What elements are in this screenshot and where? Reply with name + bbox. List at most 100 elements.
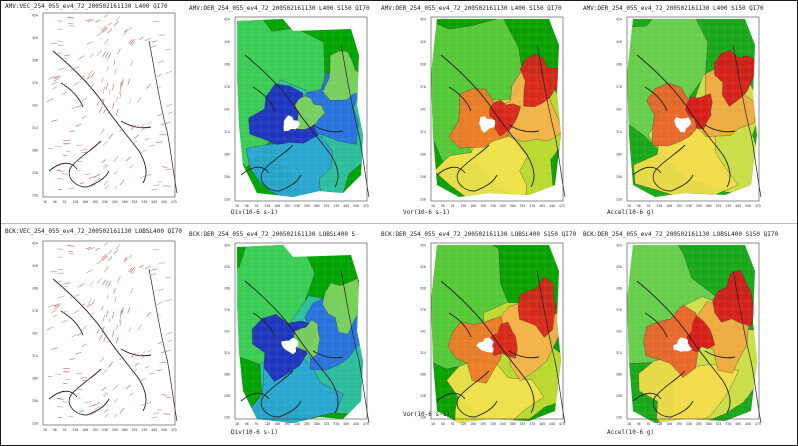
wind-vector-arrow — [75, 294, 80, 297]
x-tick-label: 370 — [333, 204, 339, 208]
wind-vector-arrow — [108, 133, 113, 140]
wind-vector-arrow — [113, 249, 119, 255]
y-tick-label: 370 — [224, 308, 230, 312]
x-tick-label: 126 — [461, 422, 467, 426]
wind-vector-arrow — [77, 285, 83, 288]
wind-vector-arrow — [101, 255, 108, 261]
wind-vector-arrow — [57, 256, 63, 258]
y-tick-label: 230 — [616, 198, 622, 202]
wind-vector-arrow — [112, 83, 114, 91]
wind-vector-arrow — [127, 78, 130, 86]
wind-vector-arrow — [81, 325, 88, 331]
x-tick-label: 91 — [647, 204, 651, 208]
wind-vector-arrow — [167, 340, 172, 342]
x-tick-label: 91 — [255, 204, 259, 208]
x-tick-label: 195 — [92, 200, 98, 204]
y-tick-label: 426 — [224, 40, 230, 44]
x-tick-label: 300 — [510, 204, 516, 208]
y-tick-label: 314 — [224, 130, 230, 134]
y-tick-label: 342 — [420, 108, 426, 112]
wind-vector-arrow — [103, 392, 109, 398]
x-tick-label: 160 — [274, 422, 280, 426]
wind-vector-arrow — [102, 140, 108, 146]
wind-vector-arrow — [147, 121, 152, 125]
y-tick-label: 342 — [32, 332, 38, 336]
wind-vector-arrow — [63, 54, 71, 57]
wind-vector-arrow — [109, 317, 111, 323]
wind-vector-arrow — [56, 169, 62, 172]
wind-vector-arrow — [116, 324, 118, 330]
y-tick-label: 426 — [224, 265, 230, 269]
x-tick-label: 300 — [510, 422, 516, 426]
wind-vector-arrow — [69, 130, 75, 132]
wind-vector-arrow — [165, 298, 173, 302]
x-tick-label: 18 — [235, 422, 239, 426]
wind-vector-field — [46, 242, 173, 419]
y-tick-label: 398 — [616, 63, 622, 67]
x-tick-label: 265 — [112, 200, 118, 204]
x-tick-label: 160 — [82, 428, 88, 432]
missing-data-gap — [674, 117, 692, 133]
wind-vector-arrow — [100, 357, 105, 362]
wind-vector-arrow — [95, 247, 100, 251]
wind-vector-arrow — [87, 19, 95, 23]
wind-vector-arrow — [123, 257, 128, 263]
wind-vector-arrow — [138, 36, 144, 41]
wind-vector-arrow — [84, 173, 91, 176]
y-tick-label: 314 — [224, 351, 230, 355]
wind-vector-arrow — [80, 148, 88, 151]
y-tick-label: 258 — [32, 399, 38, 403]
x-tick-label: 195 — [284, 422, 290, 426]
x-tick-label: 405 — [151, 200, 157, 204]
x-tick-label: 370 — [725, 204, 731, 208]
wind-vector-arrow — [138, 264, 144, 269]
wind-vector-arrow — [76, 104, 83, 109]
wind-vector-arrow — [61, 319, 68, 323]
wind-vector-arrow — [47, 76, 54, 80]
x-tick-label: 335 — [716, 204, 722, 208]
x-tick-label: 265 — [304, 422, 310, 426]
wind-vector-arrow — [140, 127, 145, 131]
wind-vector-field — [46, 14, 173, 191]
wind-vector-arrow — [101, 387, 107, 392]
wind-vector-arrow — [127, 306, 130, 314]
row1-div-panel: 454 426 398 370 342 314 286 258 230 18 56 91 126 160 1… — [223, 15, 373, 213]
wind-vector-arrow — [108, 52, 112, 59]
wind-vector-arrow — [151, 268, 158, 271]
wind-vector-arrow — [102, 163, 107, 168]
wind-vector-arrow — [101, 25, 107, 31]
wind-vector-arrow — [88, 404, 96, 408]
wind-vector-arrow — [128, 392, 134, 397]
wind-vector-arrow — [50, 119, 58, 122]
y-tick-label: 454 — [224, 244, 230, 248]
wind-vector-arrow — [98, 334, 103, 341]
coastline — [240, 44, 370, 198]
wind-vector-arrow — [82, 379, 90, 382]
row2-accel-panel: 454 426 398 370 342 314 286 258 230 18 56 91 126 160 1… — [615, 241, 765, 431]
wind-vector-arrow — [156, 369, 163, 371]
wind-vector-arrow — [49, 271, 58, 273]
wind-vector-arrow — [86, 303, 91, 308]
wind-vector-arrow — [101, 253, 107, 259]
wind-vector-arrow — [119, 310, 122, 317]
x-tick-label: 160 — [666, 204, 672, 208]
wind-vector-arrow — [135, 124, 140, 129]
wind-vector-arrow — [144, 138, 149, 141]
missing-data-gap — [281, 337, 299, 355]
wind-vector-arrow — [56, 170, 64, 172]
wind-vector-arrow — [86, 269, 93, 273]
x-tick-label: 265 — [500, 422, 506, 426]
wind-vector-arrow — [140, 403, 146, 407]
wind-vector-arrow — [107, 28, 113, 34]
wind-vector-arrow — [139, 123, 146, 129]
contour-region — [685, 93, 713, 130]
x-tick-label: 56 — [53, 200, 57, 204]
wind-vector-arrow — [63, 282, 71, 285]
wind-vector-arrow — [56, 397, 62, 400]
wind-vector-arrow — [103, 108, 106, 114]
wind-vector-arrow — [101, 326, 105, 334]
wind-vector-arrow — [149, 45, 157, 49]
wind-vector-arrow — [128, 254, 133, 259]
wind-vector-arrow — [108, 22, 112, 27]
